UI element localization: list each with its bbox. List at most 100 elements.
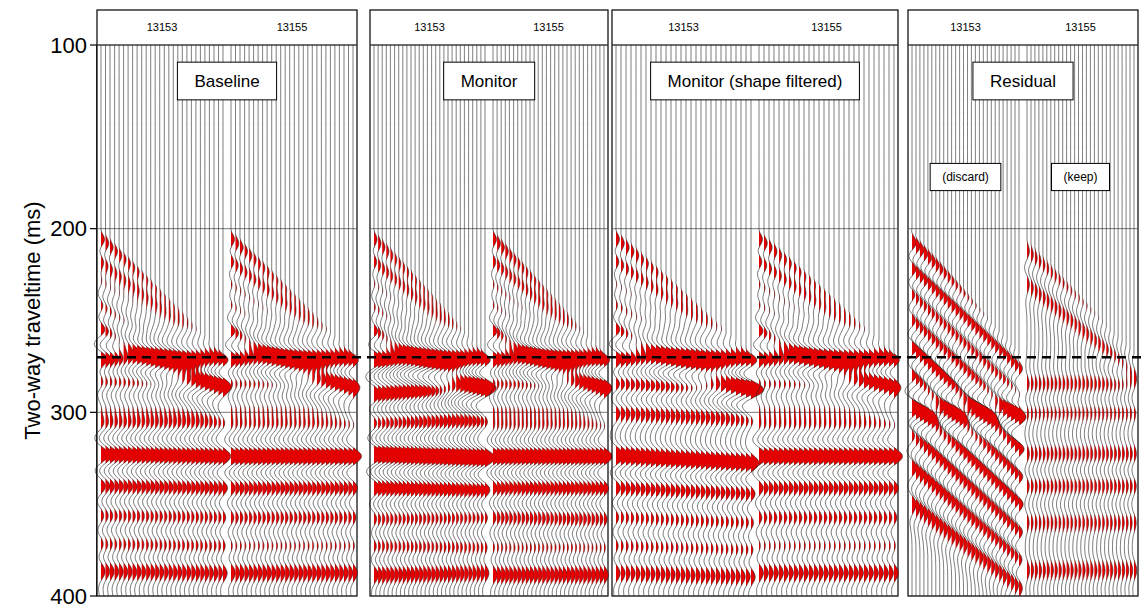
trace — [1088, 45, 1093, 596]
y-axis: 100200300400 — [50, 33, 97, 609]
trace — [1064, 45, 1069, 596]
trace-fill — [1039, 45, 1042, 596]
trace — [216, 45, 231, 596]
trace — [293, 45, 311, 596]
trace — [1120, 45, 1125, 596]
grid-line — [908, 228, 1138, 229]
header-line — [97, 45, 357, 46]
panel-title-text: Baseline — [194, 72, 259, 91]
traces — [94, 45, 361, 596]
trace-fill — [681, 45, 694, 596]
trace-fill — [874, 45, 883, 596]
trace — [382, 45, 400, 596]
trace — [207, 45, 223, 596]
y-tick — [90, 595, 97, 596]
traces — [609, 45, 902, 596]
header-line — [612, 45, 898, 46]
trace — [1004, 45, 1020, 596]
trace — [413, 45, 439, 596]
trace — [726, 45, 746, 596]
panel-frame — [370, 10, 608, 596]
trace-fill — [407, 45, 419, 596]
trace-fill — [223, 45, 231, 596]
panel: 1315313155 — [609, 10, 902, 596]
trace-fill — [481, 45, 493, 596]
panel-title: Monitor (shape filtered) — [651, 62, 860, 100]
trace — [1002, 45, 1016, 596]
trace-fill — [764, 45, 773, 596]
trace — [1104, 45, 1109, 596]
trace — [572, 45, 588, 596]
trace-fill — [1110, 45, 1113, 596]
trace — [994, 45, 1004, 596]
panel-title-box — [177, 62, 276, 100]
y-tick-label: 200 — [50, 216, 87, 241]
trace — [302, 45, 318, 596]
trace-fill — [721, 45, 729, 596]
trace — [704, 45, 720, 596]
trace — [737, 45, 759, 596]
trace — [374, 45, 392, 596]
panel-frame — [97, 10, 357, 596]
trace — [1100, 45, 1105, 596]
gather-tag: (discard) — [930, 163, 1001, 190]
trace — [576, 45, 592, 596]
trace-fill — [859, 45, 868, 596]
trace-fill — [769, 45, 778, 596]
gather-label: 13153 — [668, 21, 699, 33]
trace — [1132, 45, 1137, 596]
gather-label: 13155 — [277, 21, 308, 33]
trace — [1124, 45, 1129, 596]
trace — [713, 45, 729, 596]
grid-line — [97, 596, 357, 597]
trace-fill — [542, 45, 556, 596]
trace — [717, 45, 734, 596]
trace — [1057, 45, 1062, 596]
trace-fill — [1134, 45, 1137, 596]
panel: 1315313155 — [905, 10, 1138, 596]
grid-line — [612, 45, 898, 46]
trace-fill — [436, 45, 449, 596]
reference-line — [97, 356, 1142, 359]
grid-line — [370, 596, 608, 597]
gather-tag: (keep) — [1051, 163, 1109, 190]
trace-fill — [889, 45, 898, 596]
trace — [709, 45, 725, 596]
trace — [793, 45, 811, 596]
trace — [722, 45, 740, 596]
trace — [1025, 45, 1030, 596]
trace-fill — [879, 45, 888, 596]
trace — [1128, 45, 1133, 596]
trace — [645, 45, 659, 596]
trace-fill — [538, 45, 552, 596]
trace — [833, 45, 850, 596]
trace — [1072, 45, 1077, 596]
trace — [347, 45, 362, 596]
panel-title-text: Monitor — [461, 72, 518, 91]
grid-line — [97, 228, 357, 229]
trace-fill — [1130, 45, 1133, 596]
gather-label: 13155 — [533, 21, 564, 33]
trace — [1116, 45, 1121, 596]
trace-fill — [784, 45, 793, 596]
trace-fill — [473, 45, 485, 596]
trace — [423, 45, 446, 596]
trace — [1061, 45, 1066, 596]
panel-title: Residual — [973, 62, 1073, 100]
trace — [176, 45, 192, 596]
trace — [171, 45, 188, 596]
gather-tag-text: (discard) — [942, 170, 989, 184]
grid-line — [370, 228, 608, 229]
y-tick-label: 300 — [50, 400, 87, 425]
trace-fill — [1035, 45, 1038, 596]
trace — [1092, 45, 1097, 596]
trace — [401, 45, 425, 596]
trace-fill — [731, 45, 740, 596]
trace — [1053, 45, 1058, 596]
trace-fill — [869, 45, 878, 596]
gather-tag-box — [930, 163, 1001, 190]
trace — [1037, 45, 1042, 596]
y-axis-title: Two-way traveltime (ms) — [20, 201, 45, 439]
figure: 100200300400Two-way traveltime (ms)13153… — [0, 0, 1143, 611]
trace — [1041, 45, 1046, 596]
